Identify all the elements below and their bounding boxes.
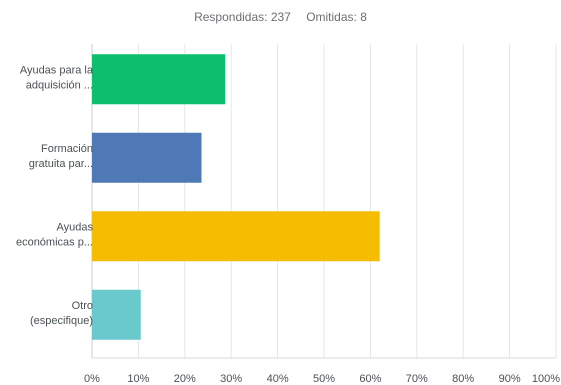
category-label: Ayudas económicas p... bbox=[16, 221, 94, 248]
category-label-line: Ayudas bbox=[57, 221, 94, 233]
category-label-line: gratuita par... bbox=[29, 158, 93, 170]
skipped-count: 8 bbox=[360, 10, 367, 24]
bar bbox=[92, 54, 226, 105]
x-tick-label: 90% bbox=[499, 373, 521, 385]
x-tick-label: 40% bbox=[267, 373, 289, 385]
x-tick-label: 0% bbox=[84, 373, 100, 385]
category-label-line: económicas p... bbox=[16, 236, 93, 248]
answered-summary: Respondidas: 237 bbox=[194, 10, 294, 24]
skipped-summary: Omitidas: 8 bbox=[306, 10, 367, 24]
x-tick-label: 70% bbox=[406, 373, 428, 385]
x-tick-label: 20% bbox=[174, 373, 196, 385]
x-tick-label: 60% bbox=[359, 373, 381, 385]
category-label-line: Ayudas para la bbox=[20, 64, 94, 76]
category-label: Otro (especifique) bbox=[30, 300, 93, 327]
category-label: Formación gratuita par... bbox=[29, 143, 93, 170]
response-summary: Respondidas: 237 Omitidas: 8 bbox=[0, 10, 561, 24]
category-label: Ayudas para la adquisición ... bbox=[20, 64, 94, 91]
answered-count: 237 bbox=[270, 10, 291, 24]
bar bbox=[92, 211, 380, 262]
answered-label: Respondidas: bbox=[194, 10, 268, 24]
x-tick-label: 10% bbox=[127, 373, 149, 385]
category-label-line: Formación bbox=[41, 143, 93, 155]
category-label-line: (especifique) bbox=[30, 315, 93, 327]
skipped-label: Omitidas: bbox=[306, 10, 357, 24]
x-tick-label: 100% bbox=[532, 373, 560, 385]
x-tick-label: 50% bbox=[313, 373, 335, 385]
x-tick-label: 30% bbox=[220, 373, 242, 385]
x-tick-label: 80% bbox=[452, 373, 474, 385]
category-label-line: adquisición ... bbox=[26, 79, 93, 91]
category-label-line: Otro bbox=[72, 300, 93, 312]
bar bbox=[92, 132, 202, 183]
bar bbox=[92, 289, 141, 340]
